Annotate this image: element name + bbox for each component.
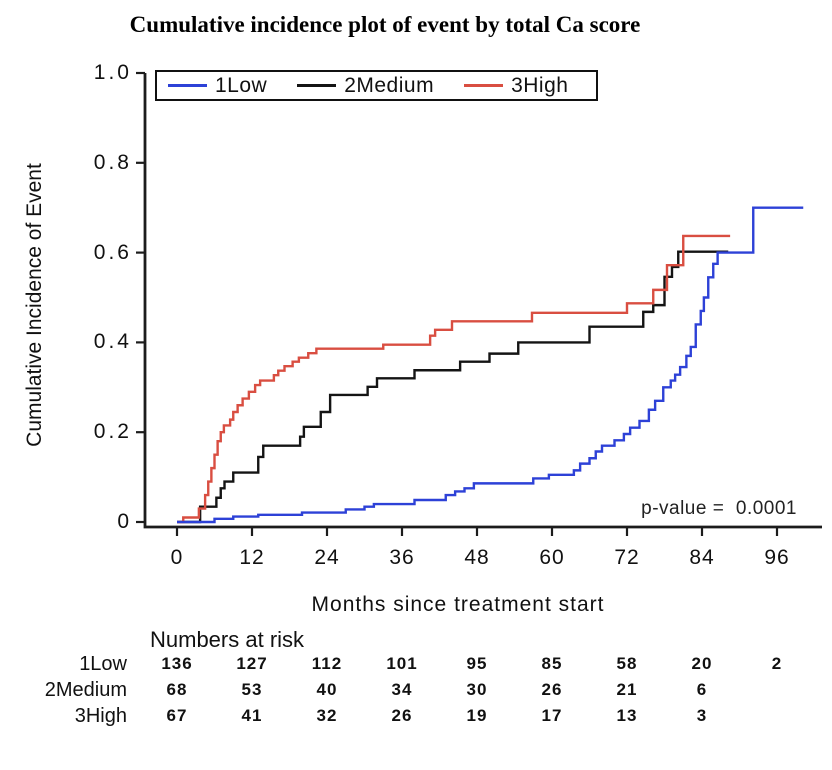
risk-count: 85 [541, 654, 563, 673]
risk-count: 17 [541, 706, 563, 725]
chart-title: Cumulative incidence plot of event by to… [129, 12, 641, 37]
risk-count: 6 [696, 680, 708, 699]
risk-count: 136 [161, 654, 193, 673]
x-axis-title: Months since treatment start [311, 593, 605, 616]
x-tick-label: 96 [764, 546, 790, 569]
x-tick-label: 24 [314, 546, 340, 569]
x-tick-label: 72 [614, 546, 640, 569]
y-tick-label: 0.8 [93, 150, 132, 174]
risk-row-2medium: 2Medium 68 53 40 34 30 26 21 6 [0, 678, 832, 702]
risk-count: 112 [311, 654, 343, 673]
risk-count: 13 [616, 706, 638, 725]
x-tick-label: 0 [170, 546, 184, 569]
legend-item-1low: 1Low [168, 74, 267, 98]
risk-count: 53 [241, 680, 263, 699]
risk-count: 34 [391, 680, 413, 699]
legend-item-2medium: 2Medium [297, 74, 434, 98]
y-tick-label: 0.4 [93, 330, 132, 354]
y-tick-label: 0 [117, 510, 132, 533]
p-value-annotation: p-value = 0.0001 [641, 498, 797, 519]
series-line-2medium [177, 250, 729, 524]
legend-line-sample [297, 84, 337, 87]
risk-count: 3 [696, 706, 708, 725]
risk-count: 95 [466, 654, 488, 673]
y-tick-label: 0.2 [93, 420, 132, 444]
risk-count: 19 [466, 706, 488, 725]
risk-count: 127 [236, 654, 268, 673]
legend-line-sample [168, 84, 207, 87]
risk-count: 20 [691, 654, 713, 673]
risk-row-3high: 3High 67 41 32 26 19 17 13 3 [0, 704, 832, 728]
legend-label: 3High [511, 73, 569, 97]
series-line-3high [177, 234, 731, 524]
x-tick-label: 36 [389, 546, 415, 569]
risk-count: 26 [541, 680, 563, 699]
x-tick-label: 12 [239, 546, 265, 569]
x-tick-label: 48 [464, 546, 490, 569]
risk-count: 30 [466, 680, 488, 699]
y-tick-label: 0.6 [93, 240, 132, 264]
x-tick-label: 84 [689, 546, 715, 569]
risk-row-1low: 1Low 136 127 112 101 95 85 58 20 2 [0, 652, 832, 676]
risk-count: 2 [771, 654, 783, 673]
legend-label: 1Low [215, 73, 268, 97]
risk-count: 32 [316, 706, 338, 725]
risk-count: 101 [386, 654, 418, 673]
legend: 1Low 2Medium 3High [155, 70, 598, 101]
risk-row-label: 1Low [79, 653, 127, 675]
risk-row-label: 3High [74, 705, 127, 727]
risk-row-label: 2Medium [44, 679, 127, 701]
legend-line-sample [464, 84, 504, 87]
risk-count: 41 [241, 706, 263, 725]
risk-count: 68 [166, 680, 188, 699]
risk-count: 40 [316, 680, 338, 699]
risk-count: 58 [616, 654, 638, 673]
risk-count: 26 [391, 706, 413, 725]
x-tick-label: 60 [539, 546, 565, 569]
axis-lines [143, 73, 822, 529]
risk-count: 21 [616, 680, 638, 699]
legend-label: 2Medium [344, 73, 435, 97]
risk-table-header: Numbers at risk [150, 627, 305, 652]
risk-count: 67 [166, 706, 188, 725]
series-line-1low [177, 206, 804, 524]
legend-item-3high: 3High [464, 74, 568, 98]
y-tick-label: 1.0 [93, 61, 132, 84]
